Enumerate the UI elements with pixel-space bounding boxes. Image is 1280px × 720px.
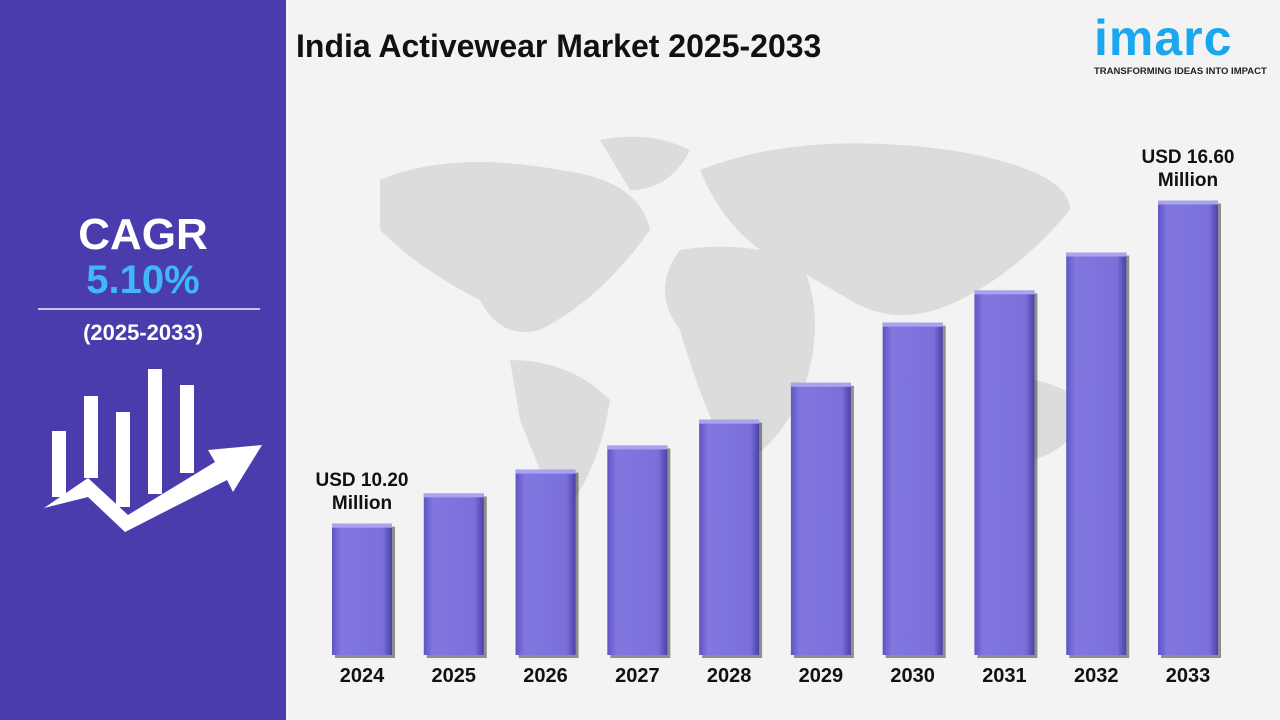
data-label: USD 10.20 Million xyxy=(292,469,432,515)
cagr-label: CAGR xyxy=(78,210,208,259)
x-tick-label: 2030 xyxy=(890,665,935,687)
data-label-unit: Million xyxy=(1157,169,1219,191)
bar-top-highlight xyxy=(515,469,576,474)
x-tick-label: 2033 xyxy=(1165,665,1211,687)
data-label-value: USD 16.60 xyxy=(1141,146,1235,168)
bar-2030 xyxy=(882,322,943,655)
data-label-unit: Million xyxy=(331,492,393,514)
bar-top-highlight xyxy=(423,493,484,498)
page-title: India Activewear Market 2025-2033 xyxy=(296,28,822,64)
bar-top-highlight xyxy=(1158,200,1218,205)
bar-2032 xyxy=(1066,252,1127,655)
cagr-sidebar: CAGR 5.10% (2025-2033) xyxy=(0,0,286,720)
logo-tagline: TRANSFORMING IDEAS INTO IMPACT xyxy=(1094,66,1267,77)
bar-chart-growth-arrow-icon xyxy=(44,369,262,532)
bar-top-highlight xyxy=(332,523,392,528)
x-tick-label: 2028 xyxy=(706,665,752,687)
bar-2033 xyxy=(1158,200,1218,655)
bar-2025 xyxy=(423,493,484,655)
divider xyxy=(38,308,260,310)
data-label: USD 16.60 Million xyxy=(1118,146,1258,192)
bar-2031 xyxy=(974,290,1035,655)
bar-2029 xyxy=(790,382,851,655)
bar-top-highlight xyxy=(607,445,668,450)
cagr-value: 5.10% xyxy=(86,258,200,302)
x-tick-label: 2024 xyxy=(339,665,385,687)
x-tick-label: 2026 xyxy=(523,665,568,687)
bar-2027 xyxy=(607,445,668,655)
logo-word: imarc xyxy=(1094,10,1233,66)
x-tick-label: 2031 xyxy=(982,665,1027,687)
imarc-logo: imarc TRANSFORMING IDEAS INTO IMPACT xyxy=(1094,8,1267,77)
bar-2028 xyxy=(699,419,760,655)
x-tick-label: 2029 xyxy=(798,665,844,687)
bar-2024 xyxy=(332,523,392,655)
bar-top-highlight xyxy=(790,382,851,387)
x-tick-label: 2032 xyxy=(1073,665,1119,687)
x-tick-label: 2027 xyxy=(615,665,660,687)
bar-top-highlight xyxy=(699,419,760,424)
bar-2026 xyxy=(515,469,576,655)
bar-top-highlight xyxy=(1066,252,1127,257)
bar-top-highlight xyxy=(882,322,943,327)
bar-top-highlight xyxy=(974,290,1035,295)
data-label-value: USD 10.20 xyxy=(315,469,409,491)
cagr-period: (2025-2033) xyxy=(83,320,203,345)
x-tick-label: 2025 xyxy=(431,665,477,687)
